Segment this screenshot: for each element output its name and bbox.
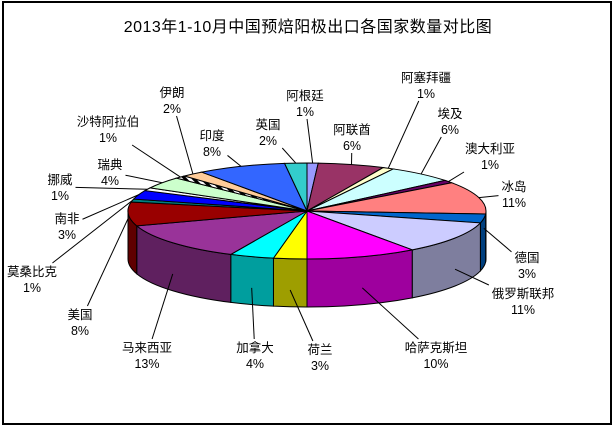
slice-percent: 3% (58, 228, 76, 242)
slice-label: 埃及 (437, 107, 463, 121)
slice-label: 哈萨克斯坦 (405, 341, 468, 355)
pie-slice[interactable] (135, 210, 308, 255)
label-leader-line (387, 100, 420, 169)
label-leader-line (227, 155, 242, 167)
slice-percent: 1% (23, 281, 41, 295)
label-leader-line (131, 144, 181, 178)
slice-label: 英国 (255, 118, 280, 132)
slice-percent: 10% (423, 357, 448, 371)
slice-label: 阿根廷 (286, 89, 324, 103)
slice-label: 澳大利亚 (465, 142, 515, 156)
slice-label: 印度 (199, 128, 225, 143)
slice-label: 阿联酋 (333, 122, 371, 137)
slice-percent: 13% (134, 357, 159, 371)
label-leader-line (478, 195, 499, 199)
chart-title: 2013年1-10月中国预焙阳极出口各国家数量对比图 (123, 19, 493, 36)
pie-slice[interactable] (306, 210, 415, 260)
slice-label: 伊朗 (159, 86, 184, 100)
label-leader-line (251, 287, 255, 340)
slice-percent: 8% (203, 145, 221, 159)
label-leader-line (483, 227, 512, 253)
label-leader-line (52, 200, 133, 264)
label-leader-line (125, 174, 163, 184)
label-leader-line (151, 273, 174, 340)
slice-percent: 3% (518, 267, 536, 281)
slice-percent: 1% (99, 131, 117, 145)
label-leader-line (86, 217, 129, 307)
slice-percent: 1% (51, 189, 69, 203)
slice-percent: 8% (71, 324, 89, 338)
slice-percent: 4% (246, 357, 264, 371)
slice-label: 马来西亚 (122, 341, 172, 355)
slice-percent: 1% (481, 158, 499, 172)
label-leader-line (306, 118, 314, 164)
slice-label: 阿塞拜疆 (401, 70, 451, 85)
label-leader-line (75, 186, 148, 190)
slice-label: 瑞典 (97, 158, 122, 172)
label-leader-line (82, 194, 139, 220)
slice-percent: 2% (259, 134, 277, 148)
slice-percent: 3% (311, 359, 329, 373)
slice-percent: 1% (417, 87, 435, 101)
slice-label: 挪威 (47, 173, 73, 187)
slice-label: 美国 (67, 308, 92, 322)
label-leader-line (448, 171, 465, 183)
label-leader-line (176, 115, 194, 175)
slice-label: 南非 (54, 211, 79, 226)
label-leader-line (361, 287, 419, 340)
pie-slice-side (272, 257, 308, 308)
pie-slice[interactable] (199, 162, 308, 212)
label-leader-line (454, 268, 490, 286)
slice-label: 荷兰 (307, 343, 332, 357)
slice-percent: 6% (343, 139, 361, 153)
slice-percent: 11% (502, 196, 526, 210)
slice-label: 冰岛 (501, 179, 526, 194)
label-leader-line (289, 289, 314, 342)
pie-slice[interactable] (306, 210, 482, 251)
slice-label: 沙特阿拉伯 (77, 114, 140, 129)
slice-percent: 6% (441, 123, 459, 137)
slice-label: 加拿大 (236, 340, 274, 355)
slice-label: 德国 (514, 250, 539, 265)
label-leader-line (281, 147, 297, 164)
slice-percent: 1% (296, 105, 314, 119)
label-leader-line (420, 136, 442, 175)
slice-label: 莫桑比克 (7, 265, 57, 279)
slice-percent: 4% (101, 174, 119, 188)
slice-percent: 2% (163, 102, 181, 116)
slice-label: 俄罗斯联邦 (492, 287, 555, 301)
slice-percent: 11% (511, 303, 535, 317)
